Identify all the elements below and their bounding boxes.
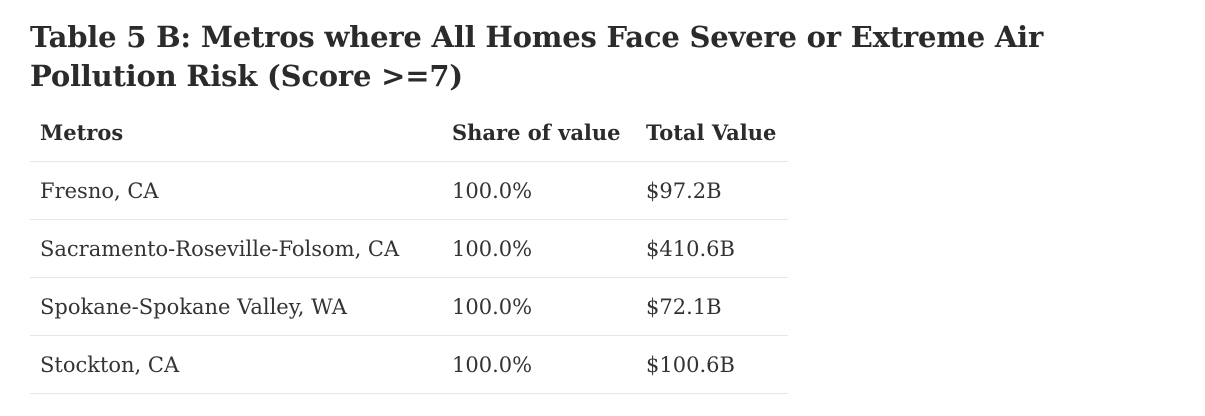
value-cell: $410.6B: [646, 219, 788, 278]
metro-cell: Stockton, CA: [30, 335, 452, 394]
share-cell: 100.0%: [452, 277, 646, 336]
value-cell: $97.2B: [646, 161, 788, 220]
column-header-total-value: Total Value: [646, 104, 788, 162]
column-header-metros: Metros: [30, 104, 452, 162]
share-cell: 100.0%: [452, 335, 646, 394]
table-row: Fresno, CA 100.0% $97.2B: [30, 161, 788, 220]
share-cell: 100.0%: [452, 161, 646, 220]
metro-cell: Spokane-Spokane Valley, WA: [30, 277, 452, 336]
table-row: Sacramento-Roseville-Folsom, CA 100.0% $…: [30, 219, 788, 278]
table-row: Spokane-Spokane Valley, WA 100.0% $72.1B: [30, 277, 788, 336]
metro-cell: Fresno, CA: [30, 161, 452, 220]
column-header-share-of-value: Share of value: [452, 104, 646, 162]
metro-cell: Sacramento-Roseville-Folsom, CA: [30, 219, 452, 278]
value-cell: $100.6B: [646, 335, 788, 394]
table-row: Stockton, CA 100.0% $100.6B: [30, 335, 788, 394]
table-title: Table 5 B: Metros where All Homes Face S…: [30, 20, 1044, 93]
data-table: Metros Share of value Total Value Fresno…: [30, 104, 788, 394]
share-cell: 100.0%: [452, 219, 646, 278]
table-header-row: Metros Share of value Total Value: [30, 104, 788, 162]
value-cell: $72.1B: [646, 277, 788, 336]
